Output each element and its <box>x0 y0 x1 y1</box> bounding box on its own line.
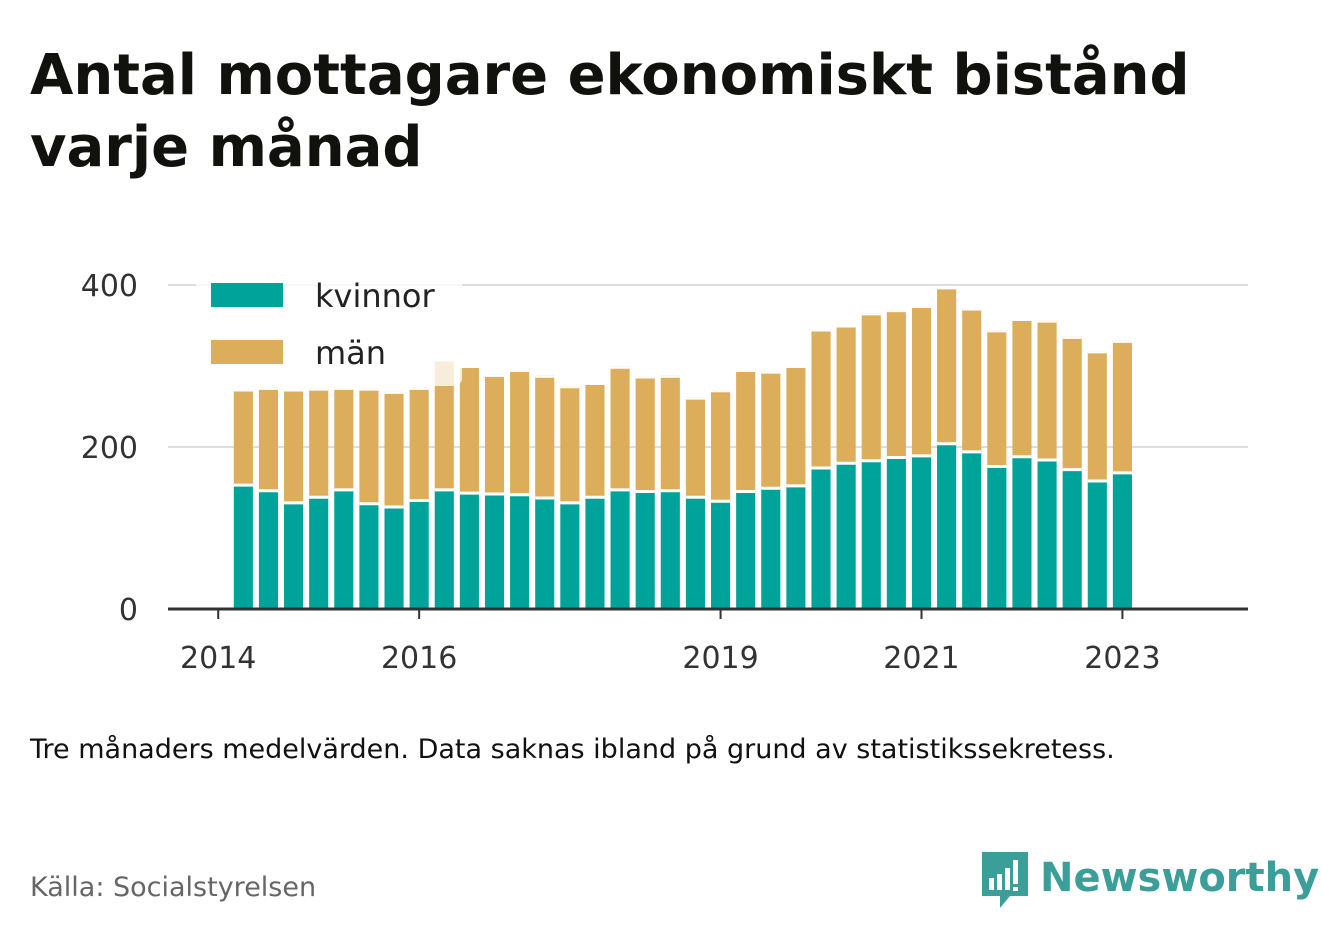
x-tick-label: 2014 <box>180 641 256 676</box>
bar-kvinnor <box>962 451 982 609</box>
bar-kvinnor <box>1037 459 1057 609</box>
bar-kvinnor <box>736 491 756 609</box>
bar-kvinnor <box>459 493 479 609</box>
bar-man <box>510 370 530 495</box>
bar-man <box>1087 351 1107 482</box>
bar-man <box>736 370 756 492</box>
bar-man <box>685 397 705 498</box>
bar-kvinnor <box>811 468 831 609</box>
brand-name: Newsworthy <box>1040 855 1320 901</box>
bar-kvinnor <box>1112 472 1132 609</box>
bar-man <box>836 325 856 464</box>
source-label: Källa: Socialstyrelsen <box>30 872 317 903</box>
bar-man <box>258 387 279 491</box>
bar-man <box>409 387 429 501</box>
bar-man <box>937 287 957 444</box>
bar-man <box>434 359 454 490</box>
bar-man <box>334 387 354 490</box>
x-tick-label: 2016 <box>381 641 457 676</box>
bar-man <box>1112 340 1132 473</box>
bar-man <box>711 390 731 502</box>
newsworthy-logo-icon <box>982 852 1028 908</box>
bar-kvinnor <box>861 460 881 609</box>
bar-kvinnor <box>1087 481 1107 609</box>
bar-man <box>1012 319 1032 457</box>
bar-kvinnor <box>660 490 680 609</box>
bar-kvinnor <box>1062 469 1082 609</box>
bar-man <box>786 366 806 486</box>
bar-kvinnor <box>409 500 429 609</box>
legend-label: män <box>315 334 386 372</box>
bar-man <box>459 366 479 494</box>
bar-kvinnor <box>610 489 630 609</box>
bar-kvinnor <box>711 501 731 609</box>
bar-man <box>660 375 680 491</box>
bar-man <box>811 329 831 469</box>
bar-man <box>284 389 304 503</box>
bar-man <box>861 313 881 461</box>
bar-kvinnor <box>786 485 806 609</box>
legend-label: kvinnor <box>315 277 436 315</box>
bar-man <box>886 310 906 458</box>
bar-man <box>610 366 630 490</box>
bar-kvinnor <box>836 463 856 609</box>
legend-swatch-man <box>211 340 283 364</box>
chart-note: Tre månaders medelvärden. Data saknas ib… <box>30 734 1115 765</box>
bar-kvinnor <box>761 488 781 609</box>
y-tick-label: 200 <box>81 431 138 466</box>
bar-kvinnor <box>434 489 454 609</box>
bar-man <box>1037 320 1057 460</box>
bar-kvinnor <box>258 490 279 609</box>
bar-man <box>233 389 253 486</box>
bar-kvinnor <box>233 485 253 609</box>
bar-kvinnor <box>484 493 505 609</box>
bar-kvinnor <box>911 455 932 609</box>
chart-area: 0 200 400 kvinnor män 2014 2016 2019 2021 2023 <box>81 268 1248 676</box>
bar-man <box>987 330 1007 467</box>
bar-man <box>309 388 329 498</box>
bar-man <box>585 383 605 498</box>
bar-man <box>384 391 404 507</box>
bar-kvinnor <box>886 457 906 609</box>
bar-man <box>1062 336 1082 470</box>
brand-logo: Newsworthy <box>980 848 1319 908</box>
y-tick-label: 400 <box>81 269 138 304</box>
bar-man <box>911 306 932 456</box>
bar-kvinnor <box>309 497 329 609</box>
bar-kvinnor <box>987 466 1007 609</box>
bar-kvinnor <box>937 443 957 609</box>
bar-man <box>484 374 505 494</box>
y-tick-label: 0 <box>119 593 138 628</box>
legend-swatch-kvinnor <box>211 283 283 307</box>
bar-kvinnor <box>510 494 530 609</box>
x-tick-label: 2023 <box>1084 641 1160 676</box>
x-tick-label: 2019 <box>682 641 758 676</box>
chart-title: Antal mottagare ekonomiskt bistånd varje… <box>30 43 1190 180</box>
bar-man <box>761 371 781 489</box>
bar-man <box>962 308 982 452</box>
bar-kvinnor <box>334 489 354 609</box>
bar-kvinnor <box>685 497 705 609</box>
bar-kvinnor <box>560 502 580 609</box>
bar-man <box>535 375 555 499</box>
bar-man <box>635 376 655 492</box>
x-tick-label: 2021 <box>883 641 959 676</box>
bar-kvinnor <box>284 502 304 609</box>
bar-kvinnor <box>1012 456 1032 609</box>
bar-kvinnor <box>384 506 404 609</box>
bar-man <box>359 388 379 504</box>
bar-kvinnor <box>359 503 379 609</box>
bar-kvinnor <box>585 497 605 609</box>
bar-kvinnor <box>535 498 555 609</box>
bar-kvinnor <box>635 491 655 609</box>
bar-man <box>560 386 580 503</box>
